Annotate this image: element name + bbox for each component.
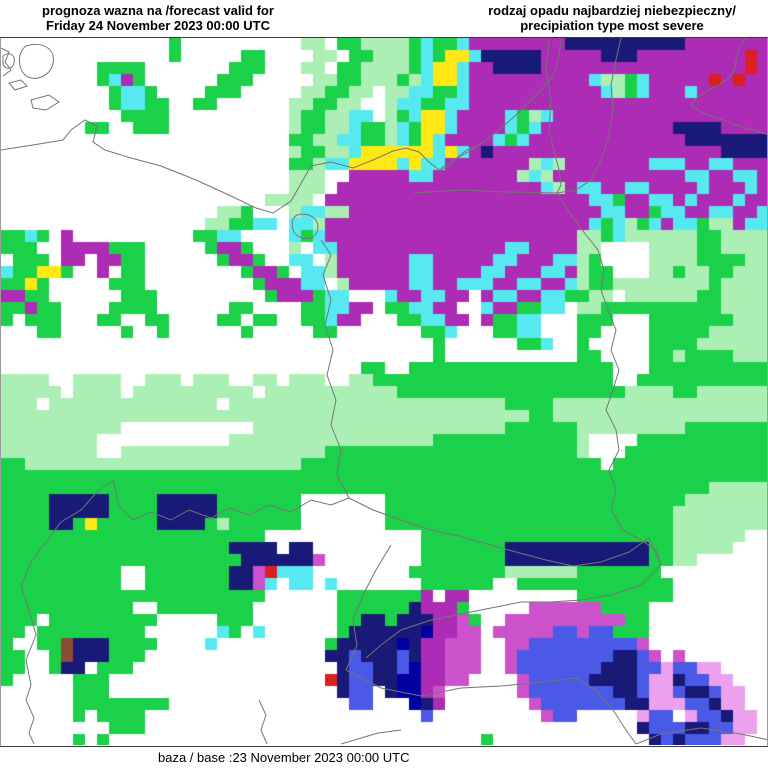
- country-border-path: [8, 79, 28, 91]
- country-border-path: [291, 213, 319, 239]
- country-border-path: [556, 192, 662, 566]
- country-border-path: [545, 39, 562, 194]
- precip-type-label-pl: rodzaj opadu najbardziej niebezpieczny/: [488, 3, 736, 18]
- base-time-text: baza / base :23 November 2023 00:00 UTC: [158, 750, 410, 765]
- country-border-path: [690, 38, 767, 135]
- country-border-path: [258, 699, 268, 745]
- country-borders-layer: [1, 38, 767, 745]
- country-border-path: [112, 479, 350, 521]
- country-border-path: [348, 497, 662, 567]
- precipitation-raster-canvas: [1, 38, 767, 745]
- country-border-path: [19, 43, 54, 79]
- country-border-path: [635, 727, 767, 745]
- footer: baza / base :23 November 2023 00:00 UTC: [158, 750, 409, 765]
- country-border-path: [1, 39, 562, 214]
- country-border-path: [320, 239, 350, 499]
- precip-type-label-en: precipiation type most severe: [520, 18, 704, 33]
- country-border-path: [1, 47, 12, 77]
- header-left: prognoza wazna na /forecast valid for Fr…: [12, 3, 304, 33]
- country-border-path: [340, 729, 402, 745]
- country-border-path: [345, 544, 392, 671]
- header-right: rodzaj opadu najbardziej niebezpieczny/ …: [462, 3, 762, 33]
- country-border-path: [30, 94, 60, 111]
- forecast-valid-datetime: Friday 24 November 2023 00:00 UTC: [46, 18, 270, 33]
- country-border-path: [413, 189, 558, 194]
- country-border-path: [345, 669, 637, 745]
- country-border-path: [440, 147, 476, 169]
- forecast-valid-label: prognoza wazna na /forecast valid for: [42, 3, 274, 18]
- country-border-path: [556, 38, 622, 194]
- weather-map: [0, 37, 768, 747]
- country-border-path: [365, 564, 662, 659]
- country-border-path: [20, 479, 114, 745]
